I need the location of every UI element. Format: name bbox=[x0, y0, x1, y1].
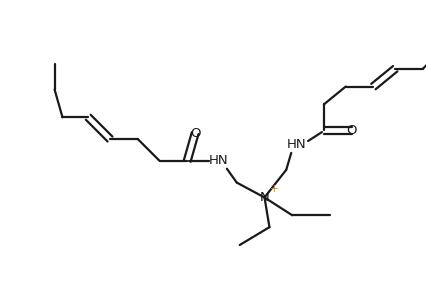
Text: +: + bbox=[270, 183, 279, 193]
Text: O: O bbox=[190, 127, 200, 140]
Text: HN: HN bbox=[286, 139, 306, 151]
Text: N: N bbox=[260, 191, 269, 204]
Text: O: O bbox=[346, 124, 357, 137]
Text: HN: HN bbox=[209, 154, 229, 167]
